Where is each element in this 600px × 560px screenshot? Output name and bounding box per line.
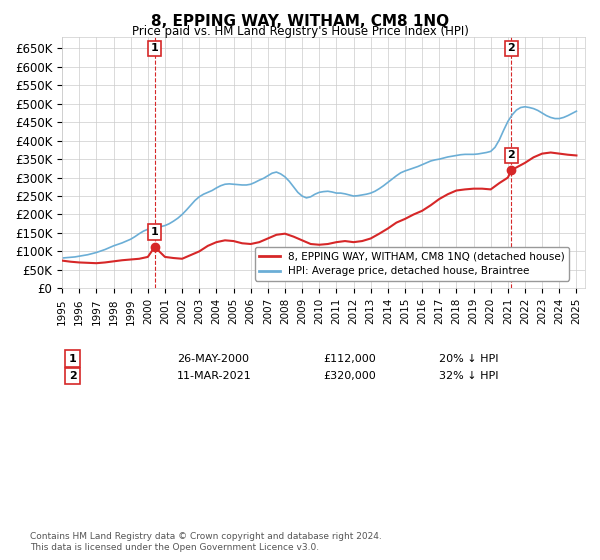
Text: Contains HM Land Registry data © Crown copyright and database right 2024.
This d: Contains HM Land Registry data © Crown c… (30, 532, 382, 552)
Text: 1: 1 (151, 227, 158, 237)
Text: £112,000: £112,000 (323, 353, 376, 363)
Text: 20% ↓ HPI: 20% ↓ HPI (439, 353, 498, 363)
Text: 1: 1 (68, 353, 76, 363)
Text: Price paid vs. HM Land Registry's House Price Index (HPI): Price paid vs. HM Land Registry's House … (131, 25, 469, 38)
Text: 1: 1 (151, 44, 158, 53)
Text: £320,000: £320,000 (323, 371, 376, 381)
Text: 8, EPPING WAY, WITHAM, CM8 1NQ: 8, EPPING WAY, WITHAM, CM8 1NQ (151, 14, 449, 29)
Legend: 8, EPPING WAY, WITHAM, CM8 1NQ (detached house), HPI: Average price, detached ho: 8, EPPING WAY, WITHAM, CM8 1NQ (detached… (255, 247, 569, 281)
Text: 2: 2 (68, 371, 76, 381)
Text: 2: 2 (508, 151, 515, 161)
Text: 32% ↓ HPI: 32% ↓ HPI (439, 371, 498, 381)
Text: 26-MAY-2000: 26-MAY-2000 (177, 353, 249, 363)
Text: 11-MAR-2021: 11-MAR-2021 (177, 371, 252, 381)
Text: 2: 2 (508, 44, 515, 53)
